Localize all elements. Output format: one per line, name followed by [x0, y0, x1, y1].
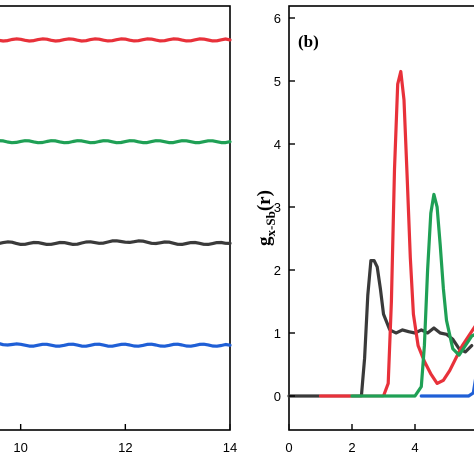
panel-a-x-tick-label-14: 14: [223, 440, 237, 455]
panel-b-series-line-4: [419, 378, 474, 398]
panel-b-x-tick-label-4: 4: [411, 440, 418, 455]
panel-b-y-tick-label-0: 0: [274, 389, 281, 404]
panel-a-x-ticks: 10 12 14: [13, 424, 237, 455]
panel-a-series-line-4: [0, 342, 232, 348]
y-axis-title-subscript: x-Sb: [263, 211, 278, 236]
y-axis-title-g: g: [254, 236, 275, 246]
panel-a-series-line-2: [0, 139, 232, 145]
panel-b-ticks: 0 1 2 3 4 5 6 0 2 4: [274, 11, 419, 455]
panel-b-y-tick-label-2: 2: [274, 263, 281, 278]
panel-a: 10 12 14: [0, 5, 237, 455]
panel-b-y-tick-label-5: 5: [274, 74, 281, 89]
panel-b-y-axis-title: gx-Sb(r): [254, 190, 278, 246]
panel-b-frame: [288, 5, 474, 431]
panel-a-series-line-3: [0, 239, 232, 246]
panel-b-y-tick-label-6: 6: [274, 11, 281, 26]
panel-b-x-tick-label-2: 2: [348, 440, 355, 455]
panel-b-y-tick-label-3: 3: [274, 200, 281, 215]
panel-b-series-line-2: [318, 69, 474, 398]
panel-b-series-line-3: [350, 192, 474, 398]
panel-b-series-group: [287, 69, 474, 398]
panel-a-x-tick-label-12: 12: [118, 440, 132, 455]
panel-b-y-tick-label-1: 1: [274, 326, 281, 341]
panel-a-x-tick-label-10: 10: [13, 440, 27, 455]
panel-a-series-group: [0, 37, 232, 348]
panel-a-frame: [0, 5, 231, 431]
panel-b-label: (b): [298, 32, 319, 51]
y-axis-title-r: (r): [254, 190, 275, 211]
panel-b-x-tick-label-0: 0: [285, 440, 292, 455]
panel-a-series-line-1: [0, 37, 232, 43]
panel-b-y-tick-label-4: 4: [274, 137, 281, 152]
panel-b: 0 1 2 3 4 5 6 0 2 4 (b) gx-Sb(r): [254, 5, 474, 455]
